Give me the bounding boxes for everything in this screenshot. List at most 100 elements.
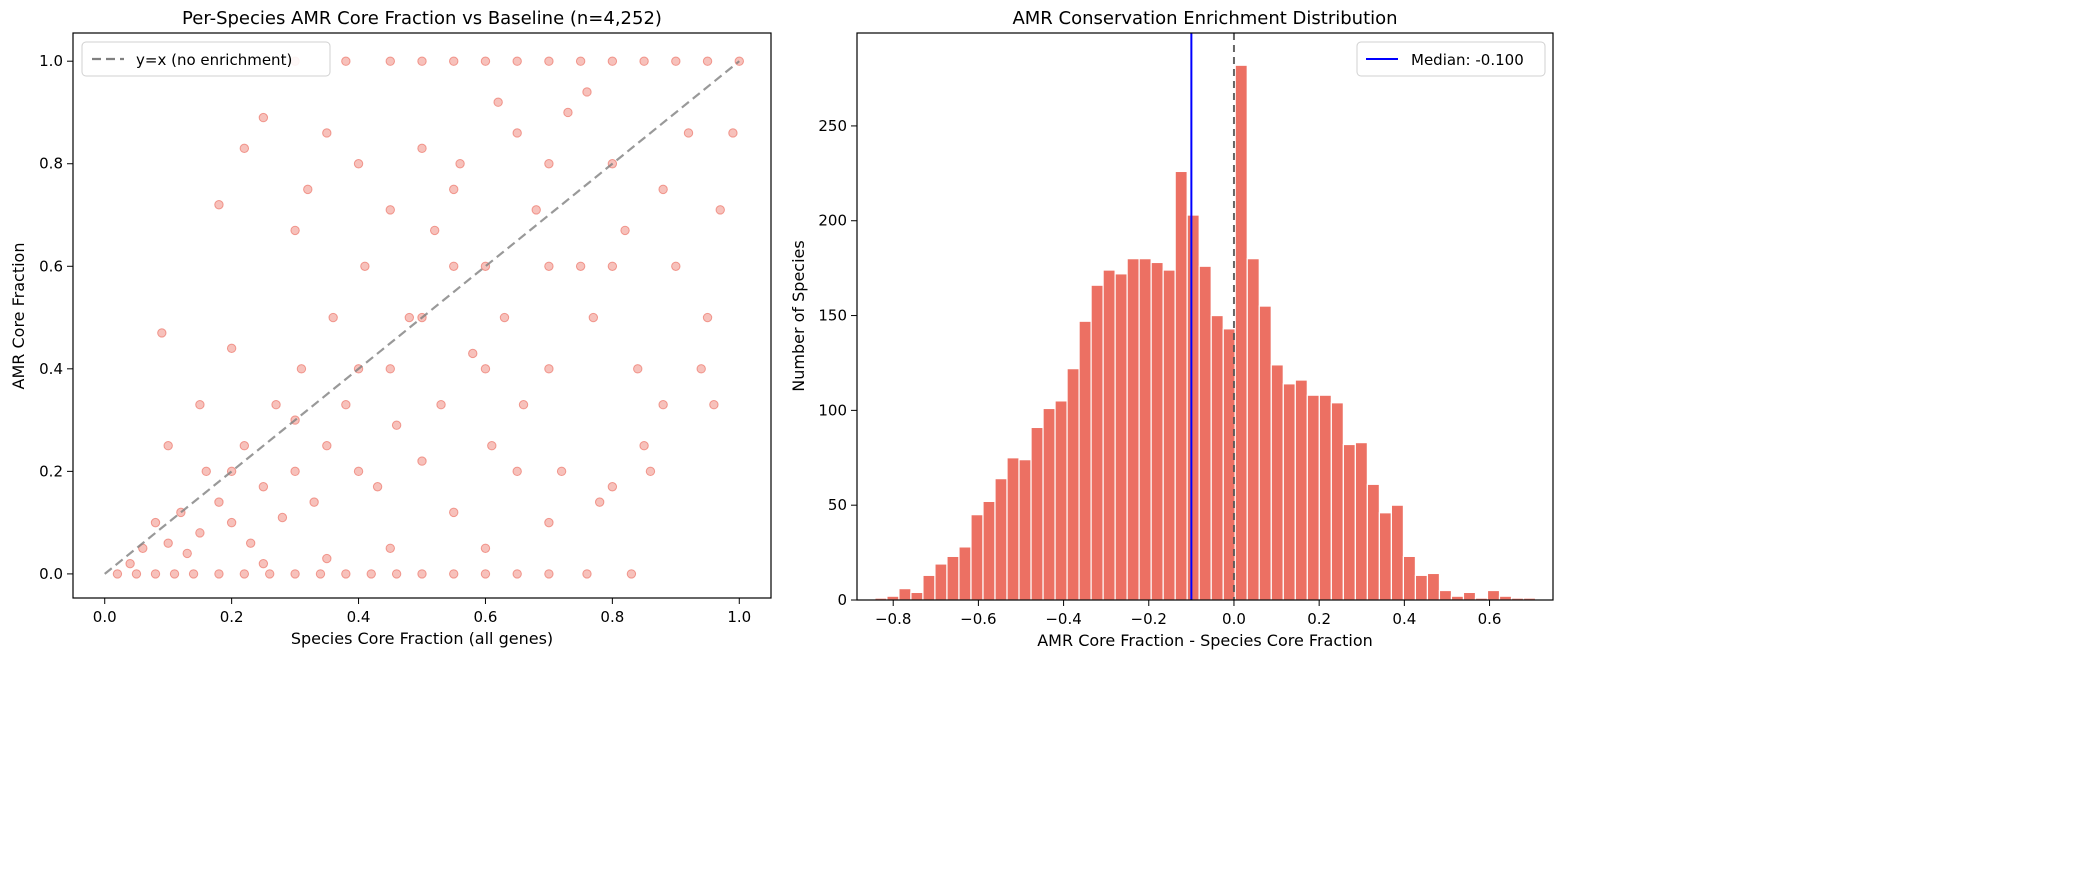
scatter-point: [385, 56, 395, 66]
x-tick-label: 0.8: [600, 608, 624, 626]
scatter-points: [112, 56, 744, 579]
scatter-point: [188, 569, 199, 579]
scatter-point: [499, 312, 510, 323]
scatter-point: [468, 348, 478, 359]
scatter-point: [125, 558, 135, 569]
scatter-point: [163, 441, 173, 451]
scatter-point: [702, 56, 713, 66]
histogram-bar: [1198, 265, 1212, 601]
scatter-point: [201, 466, 211, 477]
scatter-point: [709, 400, 719, 410]
scatter-point: [544, 517, 554, 528]
scatter-point: [309, 497, 319, 507]
y-tick-label: 0.8: [39, 155, 63, 173]
y-tick-label: 150: [818, 307, 847, 325]
histogram-bar: [946, 555, 960, 601]
scatter-point: [575, 56, 586, 66]
y-tick-label: 0.0: [39, 565, 63, 583]
scatter-point: [436, 400, 446, 410]
scatter-point: [157, 328, 167, 338]
right-title: AMR Conservation Enrichment Distribution: [1012, 8, 1397, 29]
histogram-bar: [922, 574, 936, 601]
histogram-bar: [1462, 591, 1477, 601]
scatter-point: [429, 225, 440, 236]
histogram-bar: [958, 546, 972, 601]
scatter-point: [544, 159, 554, 169]
scatter-panel: 0.0 0.2 0.4 0.6 0.8 1.0 0.0 0.2 0.4 0.6 0.8 1.0 Per…: [9, 8, 772, 648]
scatter-point: [391, 569, 402, 579]
histogram-bar: [1426, 572, 1441, 601]
scatter-point: [658, 400, 668, 410]
histogram-bar: [1090, 284, 1104, 601]
scatter-point: [163, 538, 173, 548]
scatter-point: [512, 56, 522, 66]
scatter-point: [531, 205, 541, 215]
scatter-point: [639, 441, 649, 451]
left-title: Per-Species AMR Core Fraction vs Baselin…: [182, 8, 662, 29]
scatter-point: [480, 543, 491, 553]
scatter-point: [258, 558, 269, 569]
histogram-bar: [1114, 273, 1128, 601]
x-tick-label: −0.8: [875, 610, 911, 628]
left-ylabel: AMR Core Fraction: [9, 243, 28, 390]
y-tick-label: 50: [828, 496, 847, 514]
y-tick-label: 0.6: [39, 257, 63, 275]
scatter-point: [195, 400, 205, 410]
x-tick-label: 0.0: [1222, 610, 1246, 628]
scatter-point: [226, 517, 237, 528]
histogram-bar: [1138, 258, 1152, 601]
histogram-bar: [910, 591, 924, 601]
histogram-bar: [1282, 383, 1296, 601]
scatter-point: [150, 517, 161, 528]
legend-entry: y=x (no enrichment): [136, 51, 292, 69]
scatter-point: [544, 364, 554, 374]
y-tick-label: 200: [818, 212, 847, 230]
scatter-point: [455, 159, 465, 169]
histogram-bar: [1174, 170, 1188, 601]
y-tick-label: 0.2: [39, 462, 63, 480]
histogram-bar: [1258, 305, 1272, 601]
histogram-bar: [1342, 443, 1356, 601]
scatter-point: [341, 400, 351, 410]
scatter-point: [290, 569, 300, 579]
histogram-bar: [1318, 394, 1332, 601]
scatter-point: [512, 128, 522, 138]
scatter-point: [328, 312, 338, 323]
scatter-point: [696, 364, 706, 374]
scatter-point: [480, 569, 491, 579]
histogram-bar: [1378, 512, 1392, 601]
scatter-point: [658, 184, 668, 195]
scatter-point: [265, 569, 275, 579]
scatter-point: [258, 112, 269, 123]
scatter-point: [296, 364, 307, 374]
scatter-point: [322, 441, 332, 451]
x-tick-label: −0.6: [960, 610, 996, 628]
right-legend: Median: -0.100: [1356, 41, 1546, 77]
left-axes-frame: [72, 32, 772, 599]
histogram-bar: [970, 514, 984, 601]
histogram-bar: [1162, 269, 1176, 601]
scatter-point: [385, 543, 395, 553]
histogram-bar: [934, 563, 948, 601]
histogram-bar: [1150, 261, 1164, 601]
x-tick-label: −0.4: [1045, 610, 1081, 628]
histogram-bar: [1486, 589, 1501, 601]
scatter-point: [226, 343, 237, 354]
scatter-point: [449, 507, 459, 518]
scatter-point: [322, 128, 332, 138]
right-ylabel: Number of Species: [789, 240, 808, 391]
histogram-bar: [1006, 457, 1020, 601]
scatter-point: [322, 553, 332, 564]
y-tick-label: 0.4: [39, 360, 63, 378]
left-legend: y=x (no enrichment): [81, 41, 331, 77]
scatter-point: [480, 364, 491, 374]
scatter-point: [385, 205, 395, 215]
scatter-point: [633, 364, 643, 374]
right-xlabel: AMR Core Fraction - Species Core Fractio…: [1037, 631, 1373, 650]
x-tick-label: −0.2: [1131, 610, 1167, 628]
scatter-point: [277, 512, 288, 523]
scatter-point: [391, 420, 402, 430]
reference-line-y-equals-x: [104, 60, 740, 575]
scatter-point: [645, 466, 656, 477]
scatter-point: [449, 569, 459, 579]
